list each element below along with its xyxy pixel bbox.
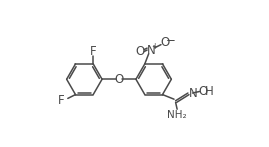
Text: O: O <box>114 73 124 86</box>
Text: −: − <box>165 34 175 47</box>
Text: NH₂: NH₂ <box>167 110 187 120</box>
Text: +: + <box>152 42 158 51</box>
Text: O: O <box>160 36 169 49</box>
Text: N: N <box>147 44 155 57</box>
Text: N: N <box>189 87 197 100</box>
Text: F: F <box>90 45 97 58</box>
Text: O: O <box>136 45 145 58</box>
Text: H: H <box>205 85 214 98</box>
Text: F: F <box>58 94 65 107</box>
Text: O: O <box>199 85 208 98</box>
